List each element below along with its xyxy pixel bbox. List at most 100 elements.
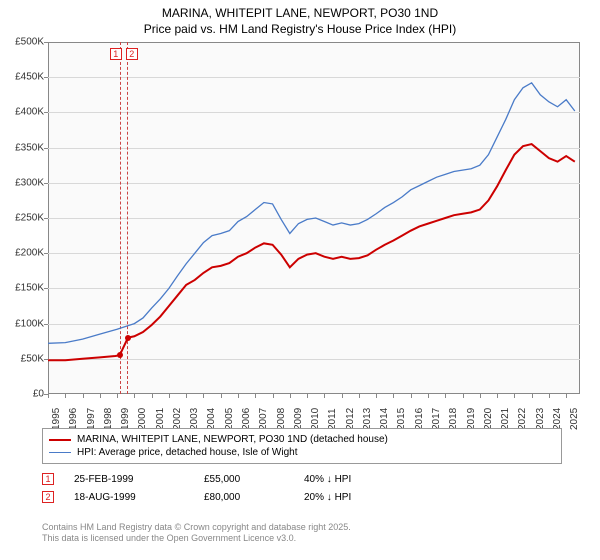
title-line-2: Price paid vs. HM Land Registry's House … (0, 22, 600, 38)
sales-table: 1 25-FEB-1999 £55,000 40% ↓ HPI 2 18-AUG-1999… (42, 470, 562, 506)
x-tick (393, 394, 394, 398)
x-axis-label: 2012 (345, 408, 356, 430)
footer-line-1: Contains HM Land Registry data © Crown c… (42, 522, 351, 533)
x-tick (83, 394, 84, 398)
x-axis-label: 2016 (414, 408, 425, 430)
x-axis-label: 2021 (500, 408, 511, 430)
sale-delta: 20% ↓ HPI (304, 492, 414, 503)
x-axis-label: 2001 (155, 408, 166, 430)
x-axis-label: 2023 (535, 408, 546, 430)
y-axis-label: £100K (4, 318, 44, 329)
x-tick (549, 394, 550, 398)
sale-date: 25-FEB-1999 (74, 474, 184, 485)
x-axis-label: 2008 (276, 408, 287, 430)
sale-badge: 1 (42, 473, 54, 485)
x-tick (532, 394, 533, 398)
x-tick (497, 394, 498, 398)
y-axis-label: £0 (4, 389, 44, 400)
x-tick (514, 394, 515, 398)
x-axis-label: 2000 (137, 408, 148, 430)
legend-item: HPI: Average price, detached house, Isle… (49, 446, 555, 459)
x-axis-label: 2013 (362, 408, 373, 430)
x-axis-label: 2017 (431, 408, 442, 430)
y-axis-label: £500K (4, 37, 44, 48)
sale-marker-label: 2 (126, 48, 138, 60)
legend-label: HPI: Average price, detached house, Isle… (77, 447, 298, 458)
sale-price: £55,000 (204, 474, 284, 485)
legend-swatch (49, 452, 71, 453)
x-tick (186, 394, 187, 398)
x-axis-label: 2002 (172, 408, 183, 430)
sale-date: 18-AUG-1999 (74, 492, 184, 503)
x-tick (238, 394, 239, 398)
x-tick (307, 394, 308, 398)
x-axis-label: 1997 (86, 408, 97, 430)
x-axis-label: 2025 (569, 408, 580, 430)
legend-label: MARINA, WHITEPIT LANE, NEWPORT, PO30 1ND… (77, 434, 388, 445)
x-tick (134, 394, 135, 398)
x-axis-label: 2024 (552, 408, 563, 430)
chart-title: MARINA, WHITEPIT LANE, NEWPORT, PO30 1ND… (0, 0, 600, 41)
x-axis-label: 1998 (103, 408, 114, 430)
y-axis-label: £400K (4, 107, 44, 118)
x-tick (359, 394, 360, 398)
y-axis-label: £300K (4, 177, 44, 188)
x-axis-label: 2005 (224, 408, 235, 430)
x-axis-label: 2015 (396, 408, 407, 430)
x-tick (463, 394, 464, 398)
x-axis-label: 2009 (293, 408, 304, 430)
series-line (48, 83, 575, 343)
legend: MARINA, WHITEPIT LANE, NEWPORT, PO30 1ND… (42, 428, 562, 464)
x-tick (255, 394, 256, 398)
y-axis-label: £450K (4, 72, 44, 83)
x-axis-label: 1995 (51, 408, 62, 430)
x-tick (273, 394, 274, 398)
x-tick (376, 394, 377, 398)
x-axis-label: 2019 (466, 408, 477, 430)
y-axis-label: £150K (4, 283, 44, 294)
y-axis-label: £350K (4, 142, 44, 153)
sale-price: £80,000 (204, 492, 284, 503)
line-series (48, 42, 580, 394)
x-axis-label: 2020 (483, 408, 494, 430)
x-axis-label: 2011 (327, 408, 338, 430)
x-tick (100, 394, 101, 398)
x-tick (117, 394, 118, 398)
x-axis-label: 2006 (241, 408, 252, 430)
sale-marker-dot (117, 352, 123, 358)
x-tick (411, 394, 412, 398)
y-axis-label: £250K (4, 213, 44, 224)
x-tick (428, 394, 429, 398)
x-axis-label: 2018 (448, 408, 459, 430)
y-axis-label: £50K (4, 353, 44, 364)
sale-row: 1 25-FEB-1999 £55,000 40% ↓ HPI (42, 470, 562, 488)
legend-swatch (49, 439, 71, 441)
footer-line-2: This data is licensed under the Open Gov… (42, 533, 351, 544)
x-tick (342, 394, 343, 398)
sale-badge: 2 (42, 491, 54, 503)
x-axis-label: 1999 (120, 408, 131, 430)
x-tick (290, 394, 291, 398)
y-axis-label: £200K (4, 248, 44, 259)
x-tick (221, 394, 222, 398)
sale-delta: 40% ↓ HPI (304, 474, 414, 485)
x-axis-label: 2022 (517, 408, 528, 430)
x-tick (324, 394, 325, 398)
x-axis-label: 2010 (310, 408, 321, 430)
title-line-1: MARINA, WHITEPIT LANE, NEWPORT, PO30 1ND (0, 6, 600, 22)
x-tick (169, 394, 170, 398)
x-tick (480, 394, 481, 398)
sale-row: 2 18-AUG-1999 £80,000 20% ↓ HPI (42, 488, 562, 506)
sale-marker-dot (125, 335, 131, 341)
sale-marker-label: 1 (110, 48, 122, 60)
x-tick (445, 394, 446, 398)
x-axis-label: 2014 (379, 408, 390, 430)
series-line (48, 144, 575, 360)
x-tick (48, 394, 49, 398)
x-axis-label: 1996 (68, 408, 79, 430)
x-tick (566, 394, 567, 398)
x-axis-label: 2004 (206, 408, 217, 430)
footer-attribution: Contains HM Land Registry data © Crown c… (42, 522, 351, 545)
x-axis-label: 2007 (258, 408, 269, 430)
x-tick (203, 394, 204, 398)
